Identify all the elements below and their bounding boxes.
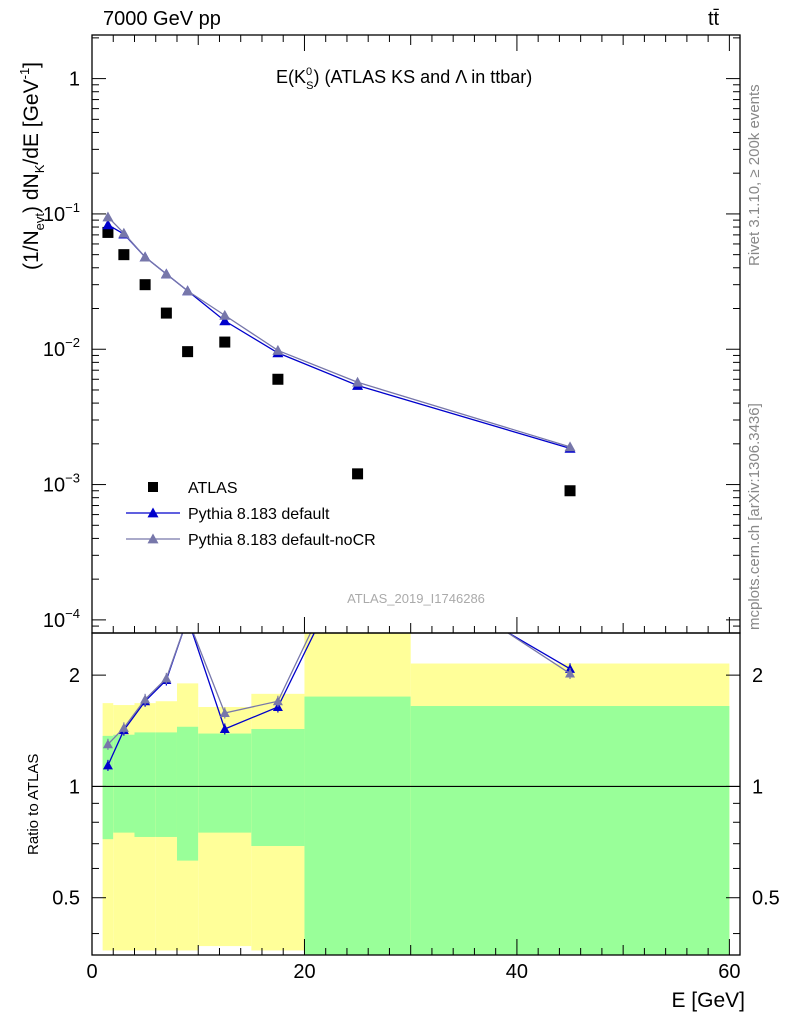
main-title: E(K0 S) (ATLAS KS and Λ in ttbar) xyxy=(276,66,532,92)
main-ylabel: (1/Nevt) dNK/dE [GeV-1] xyxy=(17,62,47,270)
nocr-point xyxy=(564,441,576,452)
ratio-nocr-line xyxy=(107,633,571,745)
atlas-point xyxy=(219,336,231,348)
band-inner xyxy=(304,696,411,955)
band-inner xyxy=(176,726,199,861)
ratio-y-tick-label: 0.5 xyxy=(52,888,80,910)
ratio-default-point xyxy=(219,723,230,733)
nocr-point xyxy=(272,344,284,355)
y-tick-label: 10−2 xyxy=(43,335,80,361)
atlas-point xyxy=(564,485,576,497)
main-marks xyxy=(102,211,576,497)
legend-marker-atlas xyxy=(148,482,158,492)
band-inner xyxy=(198,733,252,833)
band-inner xyxy=(410,706,730,955)
ratio-nocr-point xyxy=(565,668,576,678)
y-tick-label: 1 xyxy=(69,69,80,91)
band-inner xyxy=(134,732,156,837)
ratio-nocr-point xyxy=(161,673,172,683)
ratio-nocr-point xyxy=(102,739,113,749)
band-inner xyxy=(155,732,177,837)
ratio-bands xyxy=(92,633,740,955)
ratio-frame xyxy=(91,632,741,956)
xlabel: E [GeV] xyxy=(671,989,745,1012)
nocr-point xyxy=(160,268,172,279)
nocr-point xyxy=(139,251,151,262)
ratio-default-line xyxy=(107,633,571,766)
ratio-ylabel: Ratio to ATLAS xyxy=(25,754,42,855)
ratio-y-tick-label-right: 0.5 xyxy=(752,888,780,910)
y-tick-label: 10−4 xyxy=(43,606,80,632)
nocr-point xyxy=(118,227,130,238)
atlas-point xyxy=(182,346,194,358)
process-label: tt̄ xyxy=(708,8,720,30)
ratio-nocr-point xyxy=(118,722,129,732)
nocr-point xyxy=(219,309,231,320)
collision-label: 7000 GeV pp xyxy=(103,8,221,30)
nocr-line xyxy=(107,216,571,448)
atlas-point xyxy=(118,249,130,261)
ratio-nocr-point xyxy=(219,707,230,717)
band-inner xyxy=(251,728,305,847)
atlas-point xyxy=(160,307,172,319)
atlas-point xyxy=(352,468,364,480)
atlas-point xyxy=(139,279,151,291)
x-tick-label: 20 xyxy=(293,961,315,983)
ratio-y-tick-label-right: 1 xyxy=(752,776,763,798)
x-tick-label: 60 xyxy=(718,961,740,983)
nocr-point xyxy=(182,285,194,296)
atlas-point xyxy=(272,373,284,385)
legend-marker xyxy=(147,507,159,518)
legend-label: Pythia 8.183 default xyxy=(188,506,330,523)
nocr-point xyxy=(102,211,114,222)
y-tick-label: 10−1 xyxy=(43,200,80,226)
default-point xyxy=(102,219,114,230)
atlas-point xyxy=(102,226,114,238)
x-tick-label: 0 xyxy=(86,961,97,983)
legend: ATLAS Pythia 8.183 default Pythia 8.183 de… xyxy=(126,480,376,549)
x-tick-label: 40 xyxy=(506,961,528,983)
band-inner xyxy=(113,734,135,833)
ratio-nocr-point xyxy=(140,694,151,704)
ratio-y-tick-label-right: 2 xyxy=(752,665,763,687)
ratio-default-point xyxy=(102,760,113,770)
ratio-marks xyxy=(102,633,576,771)
legend-label: Pythia 8.183 default-noCR xyxy=(188,532,376,549)
default-line xyxy=(107,224,571,450)
watermark: ATLAS_2019_I1746286 xyxy=(347,591,485,606)
legend-marker xyxy=(147,533,159,544)
axes: 110−110−210−310−40.5 0.51 12 20 20 40 60 xyxy=(43,34,780,983)
ratio-nocr-point xyxy=(272,696,283,706)
nocr-point xyxy=(352,376,364,387)
default-point xyxy=(219,315,231,326)
y-tick-label: 10−3 xyxy=(43,471,80,497)
ratio-y-tick-label: 2 xyxy=(69,665,80,687)
band-inner xyxy=(102,735,114,840)
legend-label: ATLAS xyxy=(188,480,238,497)
ratio-y-tick-label: 1 xyxy=(69,776,80,798)
